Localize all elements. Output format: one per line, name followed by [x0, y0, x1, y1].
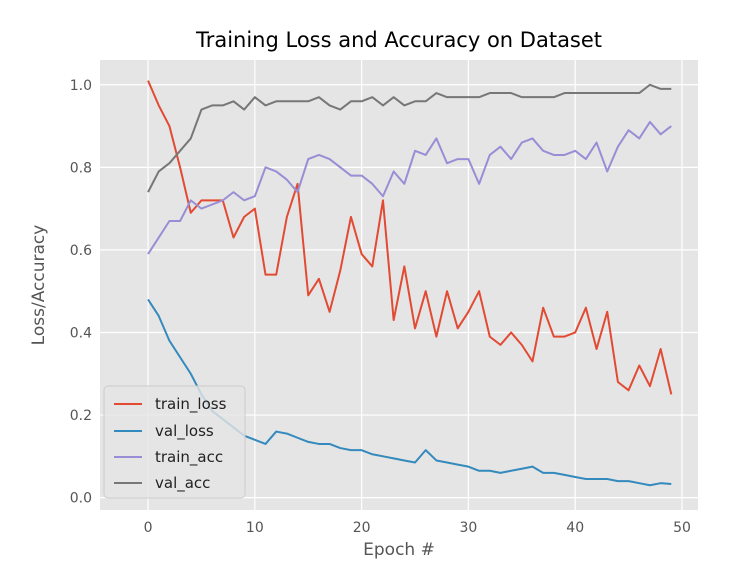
y-tick-label: 1.0	[70, 78, 92, 94]
y-axis-label: Loss/Accuracy	[29, 225, 49, 346]
legend-label-val-loss: val_loss	[155, 422, 214, 441]
x-tick-label: 30	[459, 520, 477, 536]
x-tick-label: 0	[144, 520, 153, 536]
y-tick-label: 0.6	[70, 243, 92, 259]
x-tick-label: 50	[673, 520, 691, 536]
tick-labels: 0 10 20 30 40 50 0.0 0.2 0.4 0.6 0.8 1.0	[70, 78, 691, 536]
series-line-val-acc	[147, 83, 672, 193]
y-tick-label: 0.4	[70, 325, 92, 341]
series-line-train-acc	[147, 120, 672, 255]
series-lines	[147, 80, 673, 487]
y-tick-label: 0.2	[70, 408, 92, 424]
y-tick-label: 0.0	[70, 491, 92, 507]
x-tick-label: 40	[566, 520, 584, 536]
x-axis-label: Epoch #	[363, 540, 435, 560]
legend: train_loss val_loss train_acc val_acc	[103, 385, 246, 499]
legend-label-train-acc: train_acc	[155, 448, 223, 467]
x-tick-label: 20	[353, 520, 371, 536]
y-tick-label: 0.8	[70, 160, 92, 176]
series-line-train-loss	[147, 80, 673, 395]
x-tick-label: 10	[246, 520, 264, 536]
legend-label-train-loss: train_loss	[155, 395, 227, 414]
legend-label-val-acc: val_acc	[155, 474, 210, 493]
chart-title: Training Loss and Accuracy on Dataset	[195, 28, 602, 52]
legend-box	[103, 385, 246, 499]
